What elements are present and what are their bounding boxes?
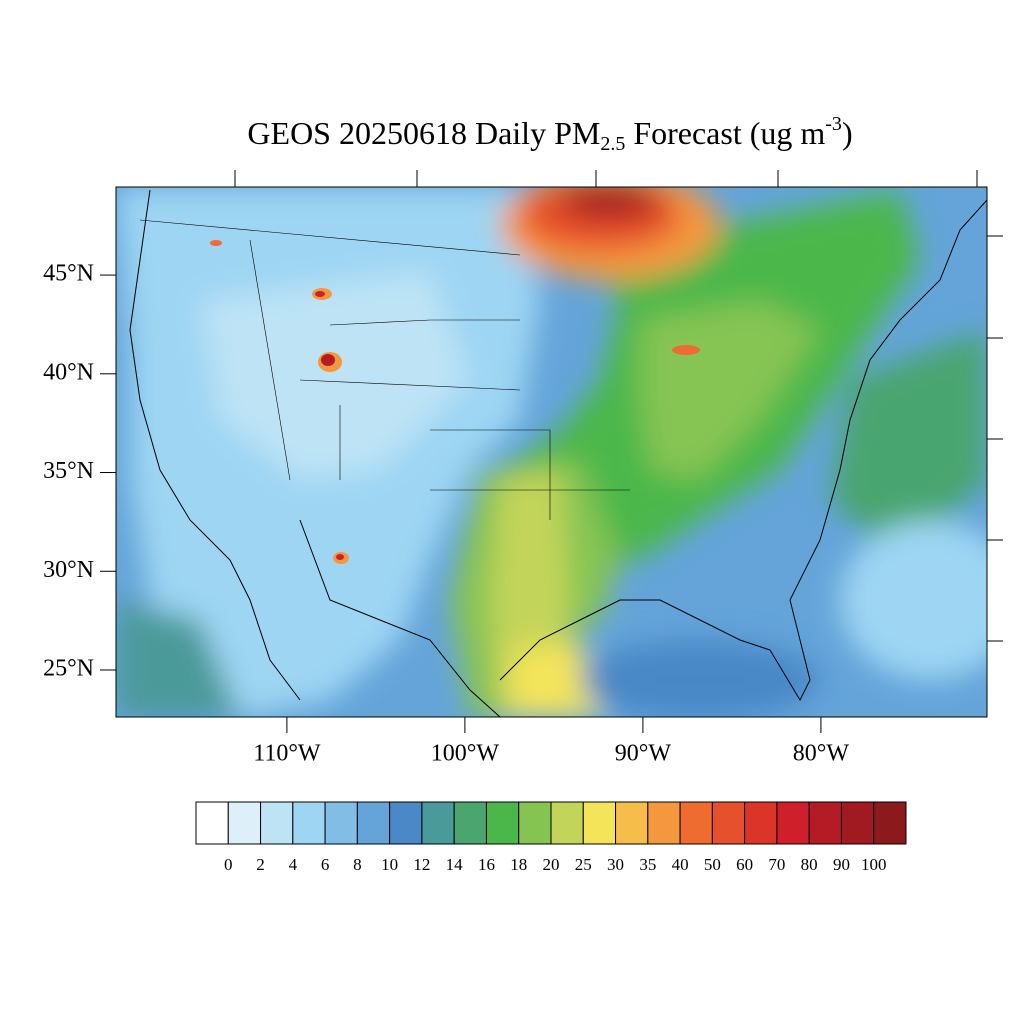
colorbar-label: 0 [224,855,233,874]
lon-label: 100°W [431,741,500,767]
field-shading [116,187,987,717]
lat-label: 35°N [43,458,94,484]
colorbar-label: 12 [413,855,430,874]
colorbar-box [227,801,262,845]
title-superscript: -3 [825,113,842,135]
colorbar-label: 35 [639,855,656,874]
title: GEOS 20250618 Daily PM2.5 Forecast (ug m… [247,113,852,155]
colorbar-box [356,801,391,845]
colorbar-box [873,801,907,845]
colorbar-label: 80 [801,855,818,874]
colorbar-box [195,801,229,845]
colorbar-label: 50 [704,855,721,874]
title-part: GEOS 20250618 Daily PM [247,115,600,151]
lon-label: 110°W [253,741,321,767]
colorbar-label: 20 [543,855,560,874]
map-frame [115,186,988,718]
colorbar-box [840,801,875,845]
colorbar-box [647,801,681,845]
lon-label: 80°W [793,741,850,767]
colorbar-label: 8 [353,855,362,874]
colorbar-box [776,801,810,845]
colorbar-box [389,801,423,845]
lat-label: 30°N [43,557,94,583]
lat-label: 45°N [43,261,94,287]
colorbar-label: 4 [289,855,298,874]
colorbar-box [292,801,326,845]
colorbar-box [260,801,294,845]
colorbar-box [808,801,842,845]
lon-label: 90°W [615,741,672,767]
title-subscript: 2.5 [600,133,625,155]
colorbar-label: 30 [607,855,624,874]
frame-ticks [234,170,1003,642]
axes: 45°N 40°N 35°N 30°N 25°N 110°W 100°W 90°W 80°W [43,261,849,767]
colorbar-label: 25 [575,855,592,874]
colorbar-box [711,801,746,845]
colorbar-box [324,801,358,845]
colorbar-box [679,801,713,845]
colorbar-box [485,801,520,845]
colorbar-label: 100 [861,855,887,874]
colorbar-box [582,801,617,845]
colorbar: 0 2 4 6 8 10 12 14 16 18 20 25 30 35 40 50 60 70 80 90 100 [195,801,907,874]
title-part: ) [842,115,853,151]
colorbar-box [615,801,649,845]
colorbar-label: 60 [736,855,753,874]
coastline [129,189,987,717]
title-part: Forecast (ug m [625,115,825,151]
colorbar-box [744,801,778,845]
colorbar-label: 2 [256,855,265,874]
lat-label: 40°N [43,359,94,385]
colorbar-label: 10 [381,855,398,874]
colorbar-label: 18 [510,855,527,874]
colorbar-label: 90 [833,855,850,874]
colorbar-label: 40 [672,855,689,874]
colorbar-box [421,801,455,845]
colorbar-box [550,801,584,845]
colorbar-label: 14 [446,855,464,874]
fire-hotspots [210,240,700,564]
colorbar-label: 16 [478,855,495,874]
lat-label: 25°N [43,656,94,682]
state-borders [139,219,630,520]
colorbar-label: 6 [321,855,330,874]
colorbar-label: 70 [768,855,785,874]
pm25-field [116,187,987,717]
colorbar-box [453,801,487,845]
colorbar-box [518,801,552,845]
